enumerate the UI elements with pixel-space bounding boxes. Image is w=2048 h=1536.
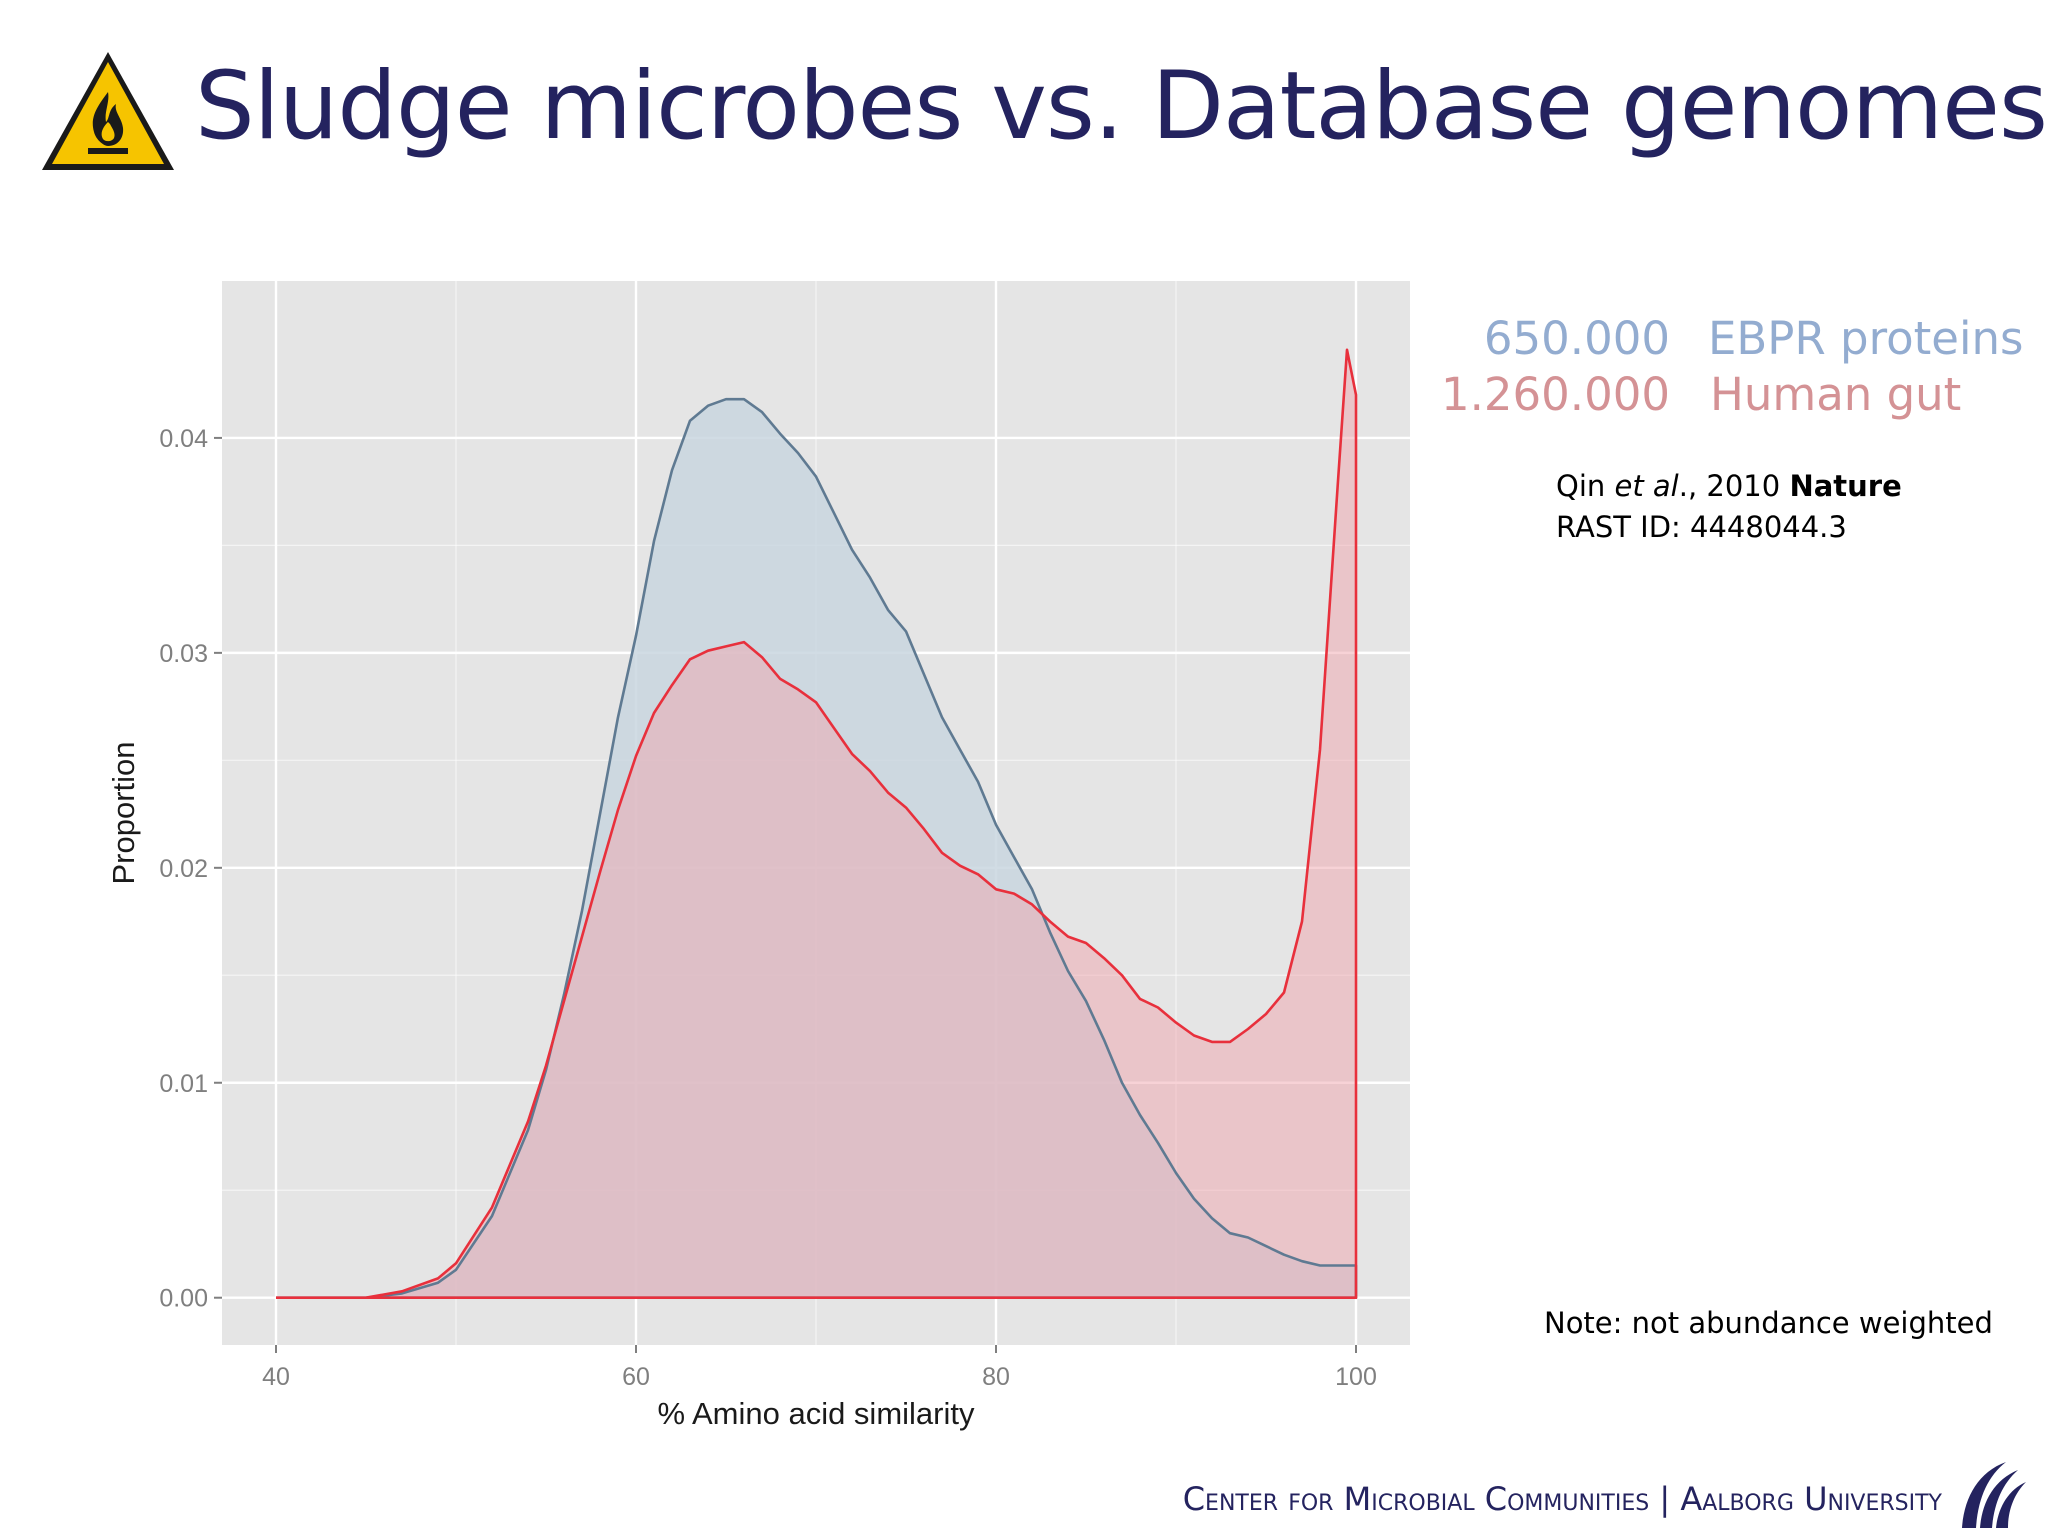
flammable-warning-icon	[42, 52, 174, 170]
y-tick-label: 0.04	[159, 425, 208, 453]
aalborg-university-logo-icon	[1962, 1462, 2026, 1528]
x-tick-label: 60	[622, 1363, 650, 1391]
y-tick-label: 0.03	[159, 640, 208, 668]
x-tick-label: 80	[982, 1363, 1010, 1391]
x-tick-label: 40	[262, 1363, 290, 1391]
slide-title: Sludge microbes vs. Database genomes	[195, 52, 2048, 161]
legend-ebpr-label: EBPR proteins	[1708, 312, 2024, 365]
y-axis-title: Proportion	[106, 741, 141, 884]
citation-journal: Nature	[1789, 469, 1902, 503]
legend-gut-count: 1.260.000	[1440, 368, 1670, 421]
y-tick-label: 0.01	[159, 1070, 208, 1098]
y-tick-label: 0.00	[159, 1285, 208, 1313]
citation-author: Qin	[1556, 469, 1615, 503]
citation-line: Qin et al., 2010 Nature	[1556, 466, 1902, 507]
rast-id: RAST ID: 4448044.3	[1556, 510, 1847, 544]
legend-gut-label: Human gut	[1710, 368, 1962, 421]
x-axis-title: % Amino acid similarity	[658, 1396, 975, 1431]
legend-ebpr-count: 650.000	[1483, 312, 1670, 365]
y-tick-label: 0.02	[159, 855, 208, 883]
x-tick-label: 100	[1335, 1363, 1377, 1391]
citation-year: ., 2010	[1678, 469, 1790, 503]
series-area-human-gut	[276, 349, 1356, 1298]
note-text: Note: not abundance weighted	[1544, 1306, 1993, 1340]
series-line-ebpr	[276, 397, 1358, 1299]
footer-text: Center for Microbial Communities | Aalbo…	[1182, 1480, 1942, 1518]
citation: Qin et al., 2010 Nature RAST ID: 4448044…	[1556, 466, 1902, 548]
citation-etal: et al	[1614, 469, 1679, 503]
series-line-human-gut	[276, 348, 1358, 1299]
